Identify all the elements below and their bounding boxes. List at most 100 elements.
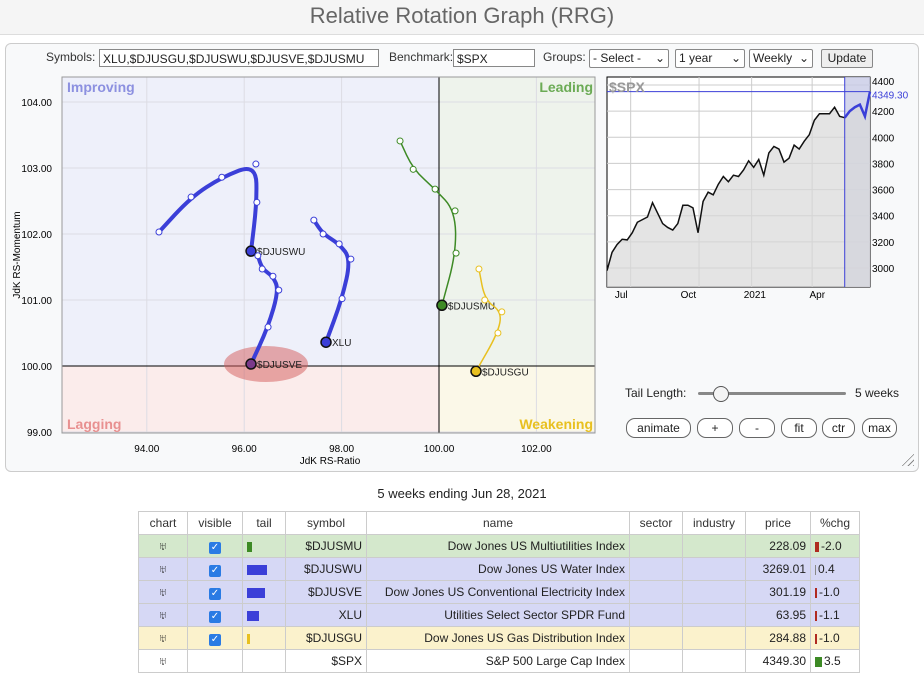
- y-axis-label: JdK RS-Momentum: [12, 211, 23, 298]
- chg-cell: 3.5: [810, 649, 860, 673]
- tail-point: [452, 249, 460, 257]
- column-header-tail[interactable]: tail: [242, 511, 286, 535]
- table-row[interactable]: ♅ ✓ $DJUSWU Dow Jones US Water Index 3269.01…: [138, 557, 860, 581]
- chg-value: -2.0: [821, 539, 842, 553]
- y-tick-label: 103.00: [21, 164, 52, 175]
- tail-swatch: [242, 649, 286, 673]
- symbols-table: chart visible tail symbol name sector industry…: [138, 511, 860, 673]
- table-row[interactable]: ♅ ✓ $DJUSMU Dow Jones US Multiutilities Ind…: [138, 534, 860, 558]
- groups-select[interactable]: - Select - ⌄: [589, 49, 669, 68]
- max-button[interactable]: max: [862, 418, 897, 438]
- chg-cell: -1.0: [810, 626, 860, 650]
- sector-cell: [629, 603, 683, 627]
- symbol-cell[interactable]: $DJUSVE: [285, 580, 367, 604]
- x-tick-label: 94.00: [134, 444, 159, 455]
- table-caption: 5 weeks ending Jun 28, 2021: [377, 486, 547, 501]
- rrg-chart: Improving Leading Lagging Weakening 94.00 96.…: [12, 76, 596, 467]
- slider-handle[interactable]: [712, 386, 729, 402]
- chart-icon[interactable]: ♅: [138, 603, 188, 627]
- plot-border: [61, 76, 596, 434]
- visible-checkbox[interactable]: [187, 649, 243, 673]
- tail-point: [254, 252, 262, 260]
- chevron-down-icon: ⌄: [798, 51, 809, 65]
- tail-point: [451, 207, 459, 215]
- symbol-cell[interactable]: $SPX: [285, 649, 367, 673]
- sector-cell: [629, 580, 683, 604]
- head-point: [320, 336, 332, 348]
- period-select[interactable]: 1 year ⌄: [675, 49, 745, 68]
- fit-button[interactable]: fit: [781, 418, 817, 438]
- zoom-out-button[interactable]: -: [739, 418, 775, 438]
- sector-cell: [629, 649, 683, 673]
- name-cell: S&P 500 Large Cap Index: [366, 649, 630, 673]
- column-header-price: price: [745, 511, 811, 535]
- column-header-chg: %chg: [810, 511, 860, 535]
- groups-value: - Select -: [593, 51, 642, 65]
- head-point: [470, 365, 482, 378]
- quadrant-label-leading: Leading: [539, 79, 593, 95]
- visible-checkbox[interactable]: ✓: [187, 603, 243, 627]
- symbols-input[interactable]: XLU,$DJUSGU,$DJUSWU,$DJUSVE,$DJUSMU: [99, 49, 379, 67]
- period-value: 1 year: [679, 51, 713, 65]
- y-tick-label: 100.00: [21, 362, 52, 373]
- tail-point: [252, 160, 260, 168]
- visible-checkbox[interactable]: ✓: [187, 626, 243, 650]
- interval-select[interactable]: Weekly ⌄: [749, 49, 813, 68]
- improving-quadrant: [62, 77, 439, 366]
- chart-icon[interactable]: ♅: [138, 557, 188, 581]
- chart-icon[interactable]: ♅: [138, 534, 188, 558]
- tail-swatch: [242, 580, 286, 604]
- series-label: $DJUSVE: [257, 360, 302, 371]
- visible-checkbox[interactable]: ✓: [187, 557, 243, 581]
- tail-length-slider[interactable]: [698, 386, 846, 402]
- price-cell: 63.95: [745, 603, 811, 627]
- table-row[interactable]: ♅ $SPX S&P 500 Large Cap Index 4349.30 3.5: [138, 649, 860, 673]
- tail-point: [187, 193, 195, 201]
- animate-button[interactable]: animate: [626, 418, 691, 438]
- chg-value: -1.1: [819, 608, 840, 622]
- table-row[interactable]: ♅ ✓ XLU Utilities Select Sector SPDR Fund 63…: [138, 603, 860, 627]
- symbols-label: Symbols:: [46, 50, 96, 64]
- chg-cell: 0.4: [810, 557, 860, 581]
- price-cell: 301.19: [745, 580, 811, 604]
- quadrant-label-lagging: Lagging: [67, 416, 121, 432]
- head-point: [245, 358, 257, 370]
- sector-cell: [629, 557, 683, 581]
- page-title: Relative Rotation Graph (RRG): [0, 0, 924, 35]
- chevron-down-icon: ⌄: [654, 51, 665, 65]
- chg-cell: -2.0: [810, 534, 860, 558]
- tail-swatch: [242, 534, 286, 558]
- y-tick-label: 104.00: [21, 98, 52, 109]
- visible-checkbox[interactable]: ✓: [187, 580, 243, 604]
- series-label: $DJUSWU: [257, 247, 305, 258]
- column-header-visible: visible: [187, 511, 243, 535]
- tail-point: [335, 240, 343, 248]
- table-row[interactable]: ♅ ✓ $DJUSVE Dow Jones US Conventional Elect…: [138, 580, 860, 604]
- chg-value: 0.4: [818, 562, 835, 576]
- interval-value: Weekly: [753, 51, 793, 65]
- series-label: $DJUSGU: [482, 367, 529, 378]
- x-tick-label: 100.00: [424, 444, 455, 455]
- chart-icon[interactable]: ♅: [138, 626, 188, 650]
- column-header-industry: industry: [682, 511, 746, 535]
- update-button[interactable]: Update: [821, 49, 873, 68]
- tail-point: [498, 308, 506, 316]
- center-button[interactable]: ctr: [822, 418, 855, 438]
- symbol-cell[interactable]: XLU: [285, 603, 367, 627]
- industry-cell: [682, 626, 746, 650]
- visible-checkbox[interactable]: ✓: [187, 534, 243, 558]
- table-row[interactable]: ♅ ✓ $DJUSGU Dow Jones US Gas Distribution I…: [138, 626, 860, 650]
- tail-point: [475, 265, 483, 273]
- zoom-in-button[interactable]: +: [697, 418, 733, 438]
- tail-point: [409, 165, 417, 173]
- benchmark-input[interactable]: $SPX: [453, 49, 535, 67]
- chart-icon[interactable]: ♅: [138, 580, 188, 604]
- tail-point: [431, 185, 439, 193]
- chg-value: 3.5: [824, 654, 841, 668]
- symbol-cell[interactable]: $DJUSGU: [285, 626, 367, 650]
- industry-cell: [682, 580, 746, 604]
- chart-icon[interactable]: ♅: [138, 649, 188, 673]
- symbol-cell[interactable]: $DJUSWU: [285, 557, 367, 581]
- symbol-cell[interactable]: $DJUSMU: [285, 534, 367, 558]
- sector-cell: [629, 534, 683, 558]
